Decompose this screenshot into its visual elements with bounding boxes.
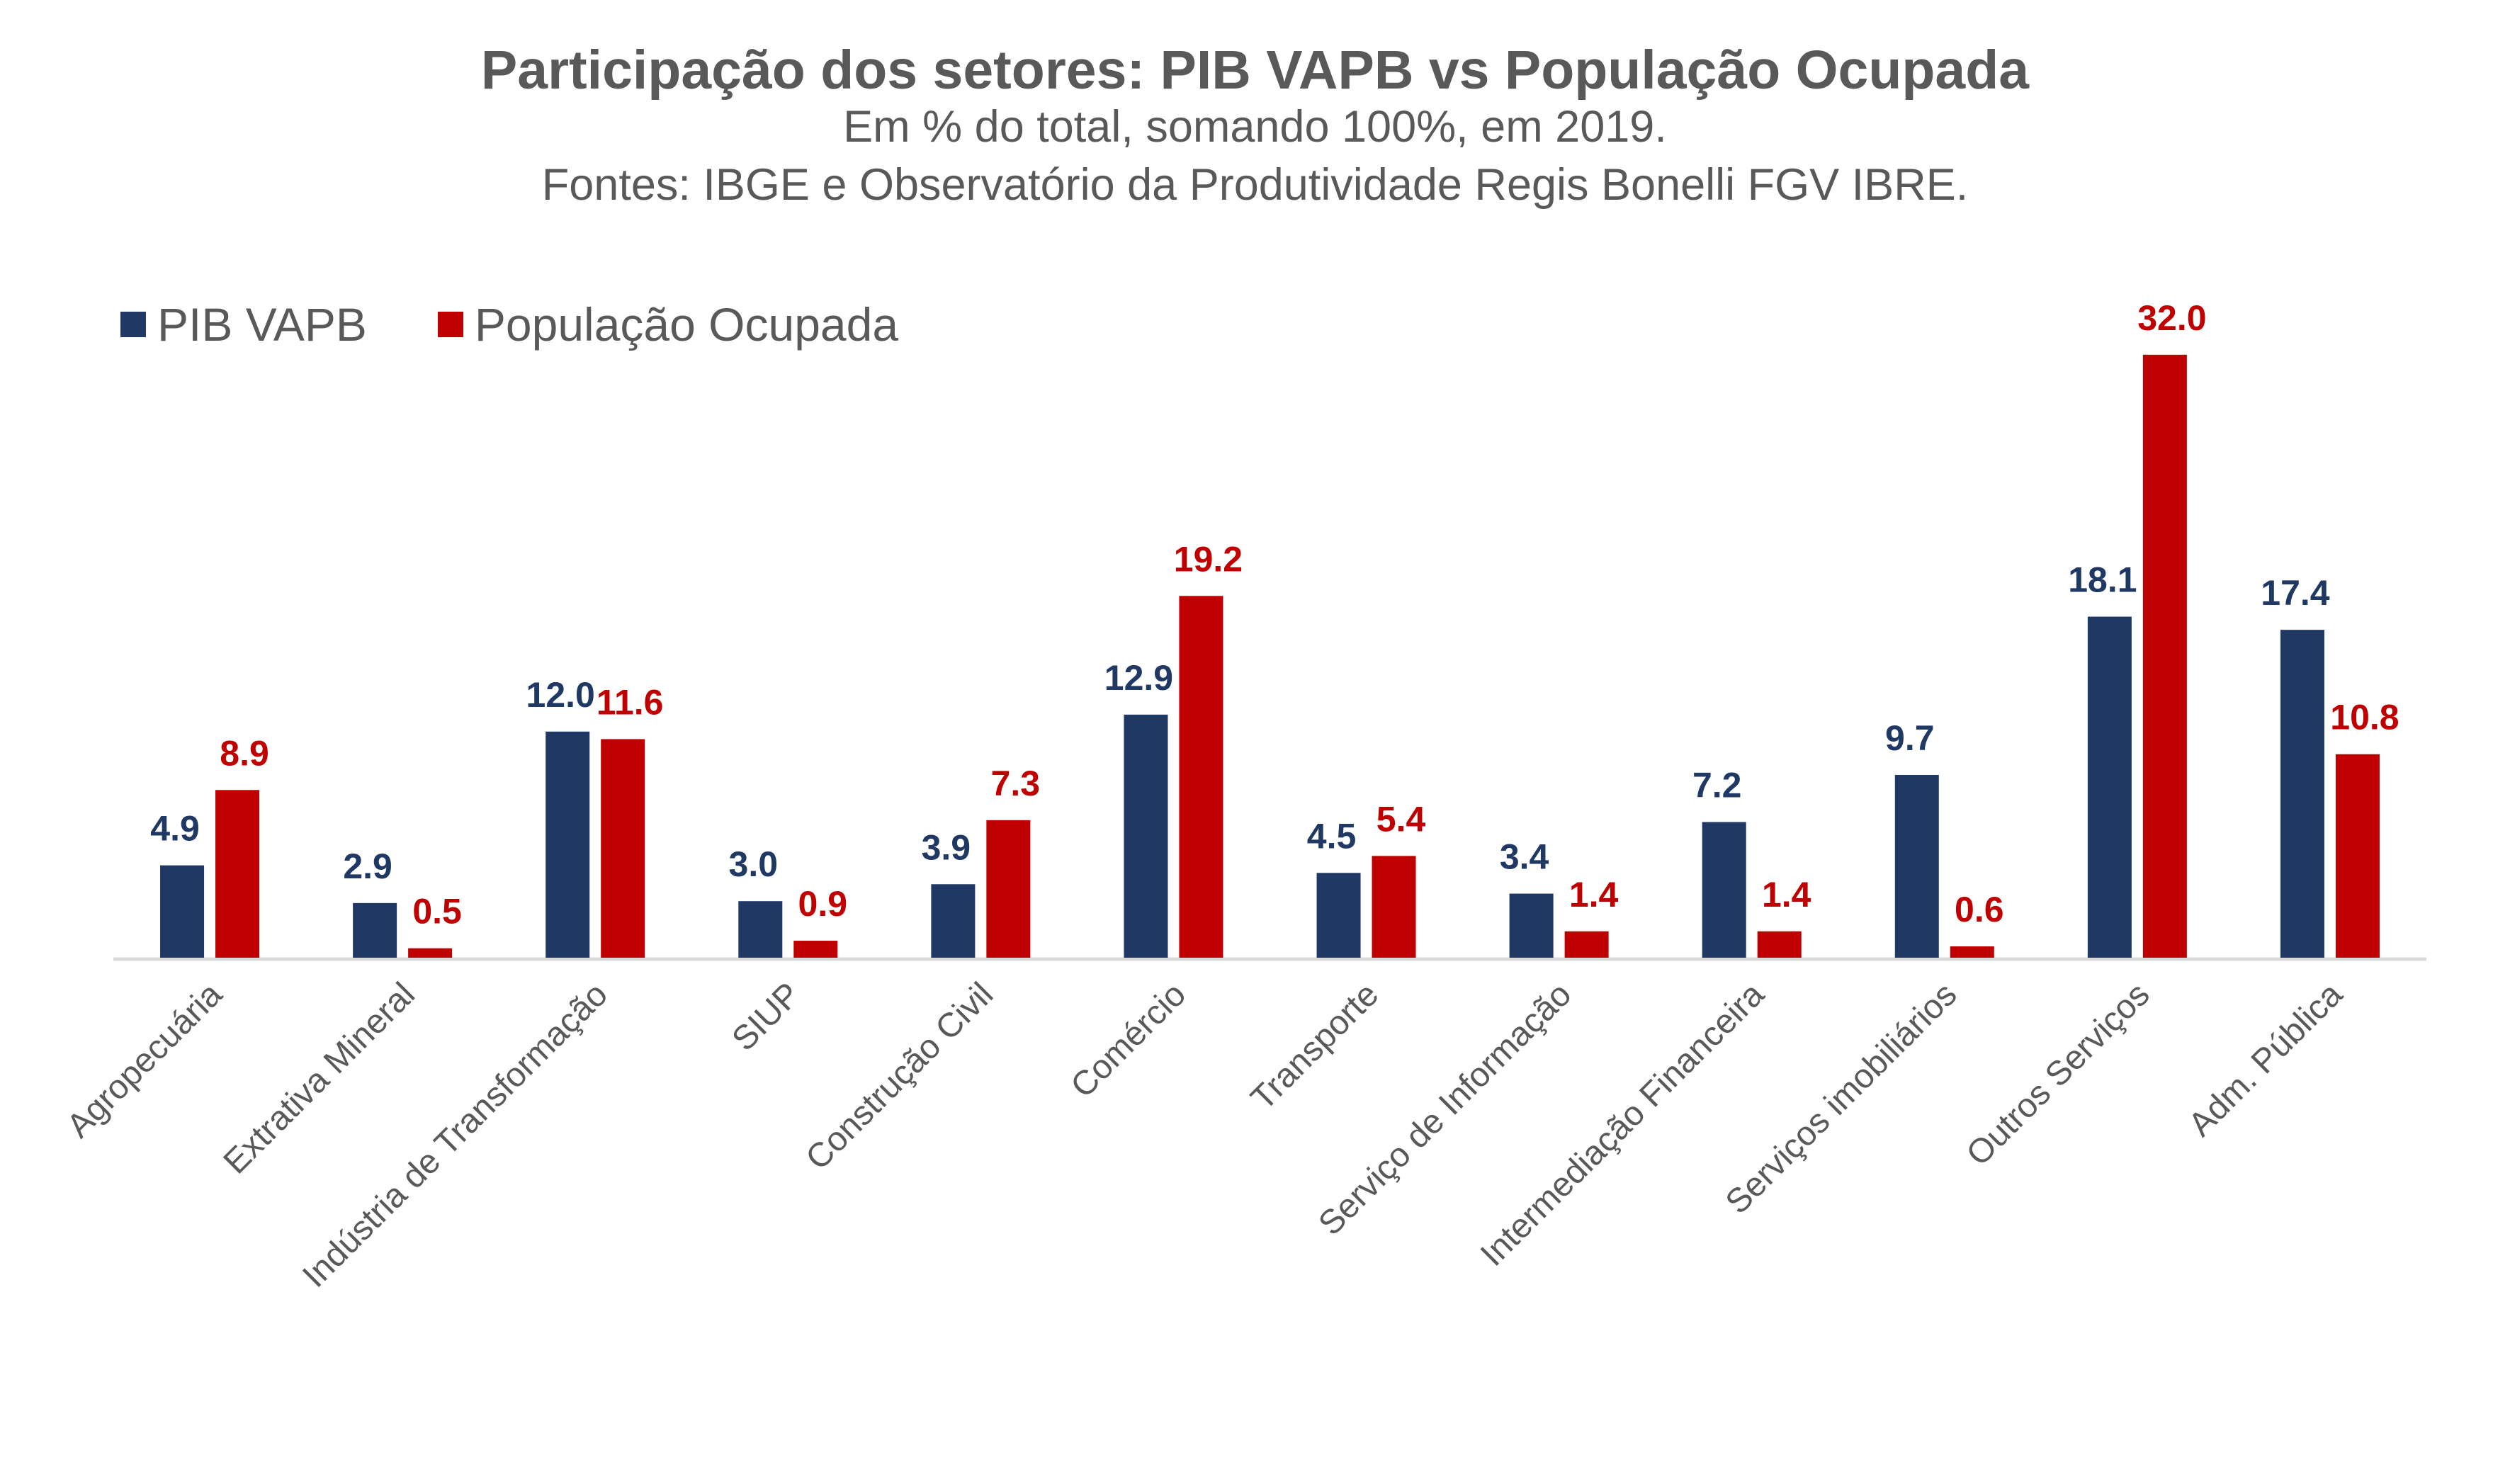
bar-pib-0: [160, 865, 205, 958]
label-pop-11: 10.8: [2330, 698, 2399, 737]
category-label-4: Construção Civil: [799, 975, 1001, 1177]
bar-pib-9: [1894, 774, 1939, 958]
category-label-0: Agropecuária: [60, 975, 230, 1145]
label-pop-9: 0.6: [1955, 890, 2004, 929]
category-label-6: Transporte: [1244, 975, 1386, 1117]
legend-label-pib: PIB VAPB: [157, 298, 367, 351]
category-label-11: Adm. Pública: [2181, 975, 2350, 1144]
label-pib-10: 18.1: [2068, 560, 2137, 600]
bar-pib-2: [545, 731, 590, 958]
label-pop-10: 32.0: [2137, 298, 2206, 338]
bar-pib-7: [1509, 893, 1554, 958]
legend-item-pib: PIB VAPB: [120, 298, 367, 351]
label-pib-3: 3.0: [729, 844, 779, 884]
label-pib-7: 3.4: [1500, 837, 1549, 877]
bar-pop-0: [215, 790, 260, 958]
category-label-5: Comércio: [1064, 975, 1194, 1105]
bar-pop-6: [1372, 856, 1416, 958]
legend-swatch-pib: [120, 312, 146, 337]
bar-pib-4: [931, 884, 976, 958]
label-pib-1: 2.9: [343, 846, 392, 886]
bar-pop-2: [601, 739, 645, 958]
chart-title: Participação dos setores: PIB VAPB vs Po…: [480, 40, 2030, 101]
bar-pop-9: [1950, 946, 1994, 958]
bar-pop-10: [2142, 354, 2187, 958]
label-pop-5: 19.2: [1174, 539, 1243, 579]
bar-pop-5: [1179, 596, 1223, 958]
label-pib-6: 4.5: [1307, 816, 1357, 856]
legend-label-pop: População Ocupada: [474, 298, 899, 351]
label-pop-8: 1.4: [1762, 875, 1811, 914]
category-label-2: Indústria de Transformação: [295, 975, 615, 1295]
legend-swatch-pop: [437, 312, 463, 337]
label-pib-8: 7.2: [1692, 765, 1742, 805]
label-pib-0: 4.9: [150, 809, 200, 849]
label-pop-4: 7.3: [991, 764, 1041, 803]
label-pop-7: 1.4: [1569, 875, 1619, 914]
chart-subtitle: Em % do total, somando 100%, em 2019.: [843, 102, 1667, 152]
label-pib-4: 3.9: [922, 827, 971, 867]
bar-pib-1: [353, 902, 397, 958]
label-pop-2: 11.6: [597, 682, 664, 722]
label-pop-1: 0.5: [412, 892, 462, 931]
legend-item-pop: População Ocupada: [437, 298, 899, 351]
bar-pop-3: [793, 941, 838, 958]
bar-pib-6: [1316, 873, 1361, 958]
label-pib-5: 12.9: [1104, 658, 1173, 698]
chart-source: Fontes: IBGE e Observatório da Produtivi…: [541, 160, 1969, 210]
bar-pib-11: [2280, 630, 2324, 958]
label-pib-9: 9.7: [1885, 718, 1935, 758]
bar-pib-8: [1702, 822, 1746, 958]
bar-pib-3: [738, 901, 783, 958]
bar-pop-1: [408, 948, 453, 958]
category-label-10: Outros Serviços: [1960, 975, 2157, 1173]
label-pib-2: 12.0: [526, 675, 595, 715]
label-pib-11: 17.4: [2261, 573, 2330, 613]
label-pop-0: 8.9: [220, 733, 269, 773]
category-label-3: SIUP: [725, 975, 808, 1058]
bar-pib-5: [1124, 714, 1168, 958]
label-pop-6: 5.4: [1376, 799, 1426, 839]
label-pop-3: 0.9: [798, 884, 848, 924]
bar-pib-10: [2087, 616, 2132, 958]
category-label-1: Extrativa Mineral: [217, 975, 422, 1181]
bar-pop-8: [1757, 931, 1802, 958]
legend: PIB VAPB População Ocupada: [120, 298, 969, 351]
bar-pop-7: [1564, 931, 1609, 958]
bar-pop-4: [986, 820, 1031, 958]
bar-pop-11: [2335, 754, 2380, 958]
